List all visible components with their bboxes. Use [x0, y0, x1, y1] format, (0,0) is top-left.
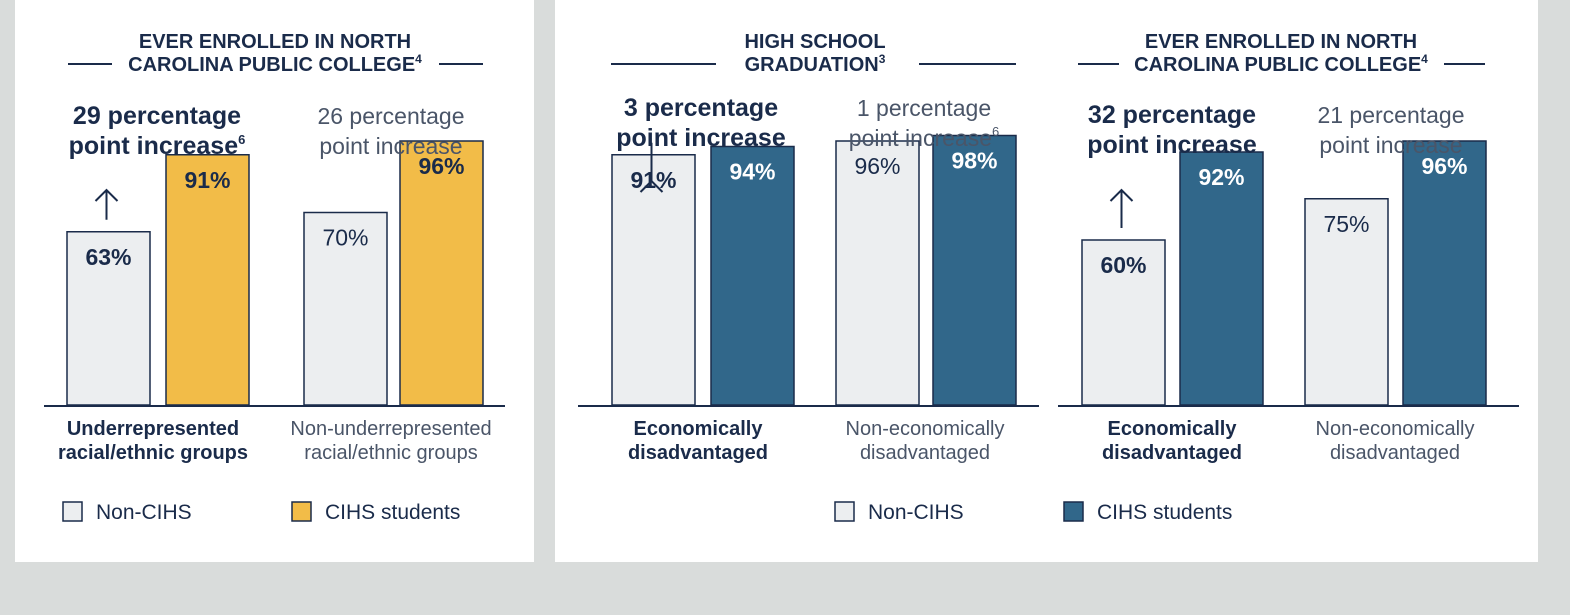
category-label-1-line-1: Economically — [1108, 418, 1238, 440]
legend-label: CIHS students — [1097, 501, 1232, 524]
bar-cihs-1 — [165, 154, 250, 406]
legend-swatch — [291, 501, 312, 522]
annotation-1-line-2: point increase — [616, 124, 786, 152]
annotation-2-line-2: point increase — [319, 133, 462, 159]
category-label-2-line-2: disadvantaged — [1330, 442, 1460, 464]
category-label-1-line-2: racial/ethnic groups — [58, 442, 248, 464]
annotation-2-line-1: 21 percentage — [1317, 102, 1464, 128]
bar-value-label-non-cihs-1: 91% — [630, 167, 676, 193]
category-label-2-line-2: racial/ethnic groups — [304, 442, 477, 464]
category-label-2-line-1: Non-underrepresented — [290, 418, 491, 440]
chart-title-line-1: HIGH SCHOOL — [744, 31, 885, 53]
annotation-2-line-2: point increase — [1319, 132, 1462, 158]
annotation-2-line-2: point increase6 — [849, 124, 999, 151]
category-label-2-line-1: Non-economically — [1316, 418, 1475, 440]
bar-cihs-1 — [1179, 151, 1264, 406]
annotation-2-line-1: 26 percentage — [317, 103, 464, 129]
bar-value-label-cihs-2: 98% — [951, 148, 997, 174]
category-label-2-line-1: Non-economically — [846, 418, 1005, 440]
bar-cihs-2 — [932, 134, 1017, 406]
bar-value-label-cihs-2: 96% — [1421, 153, 1467, 179]
chart-title-line-2: GRADUATION3 — [745, 52, 886, 76]
legend-left: Non-CIHS CIHS students — [62, 501, 460, 524]
bar-value-label-non-cihs-1: 63% — [85, 244, 131, 270]
annotation-1-line-1: 3 percentage — [624, 94, 778, 122]
chart-title-line-2: CAROLINA PUBLIC COLLEGE4 — [128, 52, 422, 76]
bar-non-cihs-1 — [611, 154, 696, 406]
increase-arrow-head-icon — [639, 179, 664, 193]
annotation-1-line-1: 32 percentage — [1088, 101, 1256, 129]
bar-value-label-non-cihs-2: 75% — [1323, 211, 1369, 237]
annotation-footnote: 6 — [992, 124, 999, 139]
bar-value-label-cihs-1: 91% — [184, 167, 230, 193]
bar-value-label-cihs-2: 96% — [418, 153, 464, 179]
legend-label: CIHS students — [325, 501, 460, 524]
bar-non-cihs-1 — [66, 231, 151, 406]
chart-title-line-1: EVER ENROLLED IN NORTH — [139, 31, 411, 53]
legend-swatch — [1063, 501, 1084, 522]
increase-arrow-head-icon — [1109, 188, 1134, 202]
chart-title-footnote: 3 — [879, 52, 886, 66]
bar-value-label-cihs-1: 92% — [1198, 164, 1244, 190]
annotation-1-line-2: point increase — [1087, 131, 1257, 159]
annotation-2-line-1: 1 percentage — [857, 95, 991, 121]
category-label-1-line-2: disadvantaged — [1102, 442, 1242, 464]
legend-swatch — [62, 501, 83, 522]
category-label-1-line-1: Underrepresented — [67, 418, 239, 440]
bar-non-cihs-2 — [835, 140, 920, 406]
category-label-1-line-1: Economically — [634, 418, 764, 440]
bar-value-label-non-cihs-2: 96% — [854, 153, 900, 179]
bar-cihs-1 — [710, 145, 795, 406]
increase-arrow-head-icon — [94, 188, 119, 202]
bar-value-label-non-cihs-1: 60% — [1100, 252, 1146, 278]
legend-label: Non-CIHS — [868, 501, 964, 524]
category-label-1-line-2: disadvantaged — [628, 442, 768, 464]
legend-swatch — [834, 501, 855, 522]
bar-value-label-cihs-1: 94% — [729, 159, 775, 185]
legend-label: Non-CIHS — [96, 501, 192, 524]
bar-non-cihs-1 — [1081, 239, 1166, 406]
bar-value-label-non-cihs-2: 70% — [322, 225, 368, 251]
annotation-1-line-1: 29 percentage — [73, 102, 241, 130]
annotation-footnote: 6 — [238, 132, 245, 147]
bar-non-cihs-2 — [1304, 198, 1389, 406]
panel-right — [555, 0, 1538, 562]
chart-title-footnote: 4 — [415, 52, 422, 66]
chart-title-footnote: 4 — [1421, 52, 1428, 66]
bar-cihs-2 — [399, 140, 484, 406]
category-label-2-line-2: disadvantaged — [860, 442, 990, 464]
legend-right: Non-CIHS CIHS students — [834, 501, 1232, 524]
annotation-1-line-2: point increase6 — [69, 132, 246, 160]
chart-title-line-2: CAROLINA PUBLIC COLLEGE4 — [1134, 52, 1428, 76]
bar-cihs-2 — [1402, 140, 1487, 406]
chart-title-line-1: EVER ENROLLED IN NORTH — [1145, 31, 1417, 53]
